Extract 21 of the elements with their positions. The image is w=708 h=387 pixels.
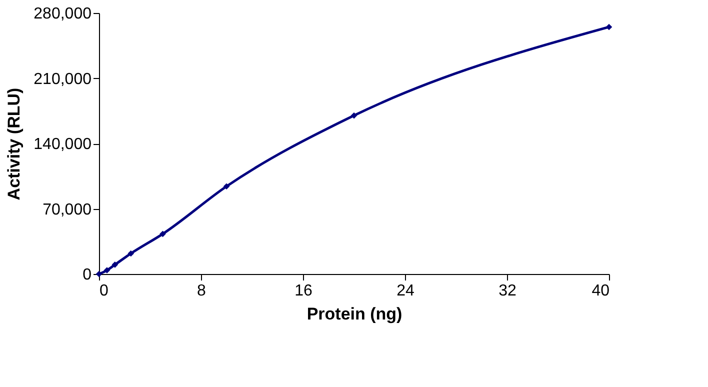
- y-tick-label: 70,000: [42, 201, 92, 218]
- point: [112, 262, 118, 268]
- x-tick-label: 8: [197, 282, 206, 300]
- y-axis-title: Activity (RLU): [4, 88, 24, 200]
- y-tick-label: 0: [82, 266, 92, 284]
- x-tick-label: 24: [396, 282, 414, 300]
- point: [160, 230, 166, 238]
- point: [606, 24, 612, 30]
- y-tick-label: 280,000: [34, 6, 92, 22]
- x-tick-label: 32: [498, 282, 516, 300]
- x-axis-title: Protein (ng): [306, 304, 402, 324]
- y-tick-label: 140,000: [34, 136, 92, 153]
- point: [223, 183, 230, 190]
- y-tick-label: 210,000: [34, 70, 92, 88]
- point: [104, 267, 110, 274]
- x-tick-label: 16: [294, 282, 312, 300]
- point: [96, 270, 102, 278]
- point: [350, 112, 358, 119]
- x-tick-label: 0: [100, 282, 108, 300]
- point: [128, 250, 134, 257]
- x-tick-label: 40: [592, 282, 610, 300]
